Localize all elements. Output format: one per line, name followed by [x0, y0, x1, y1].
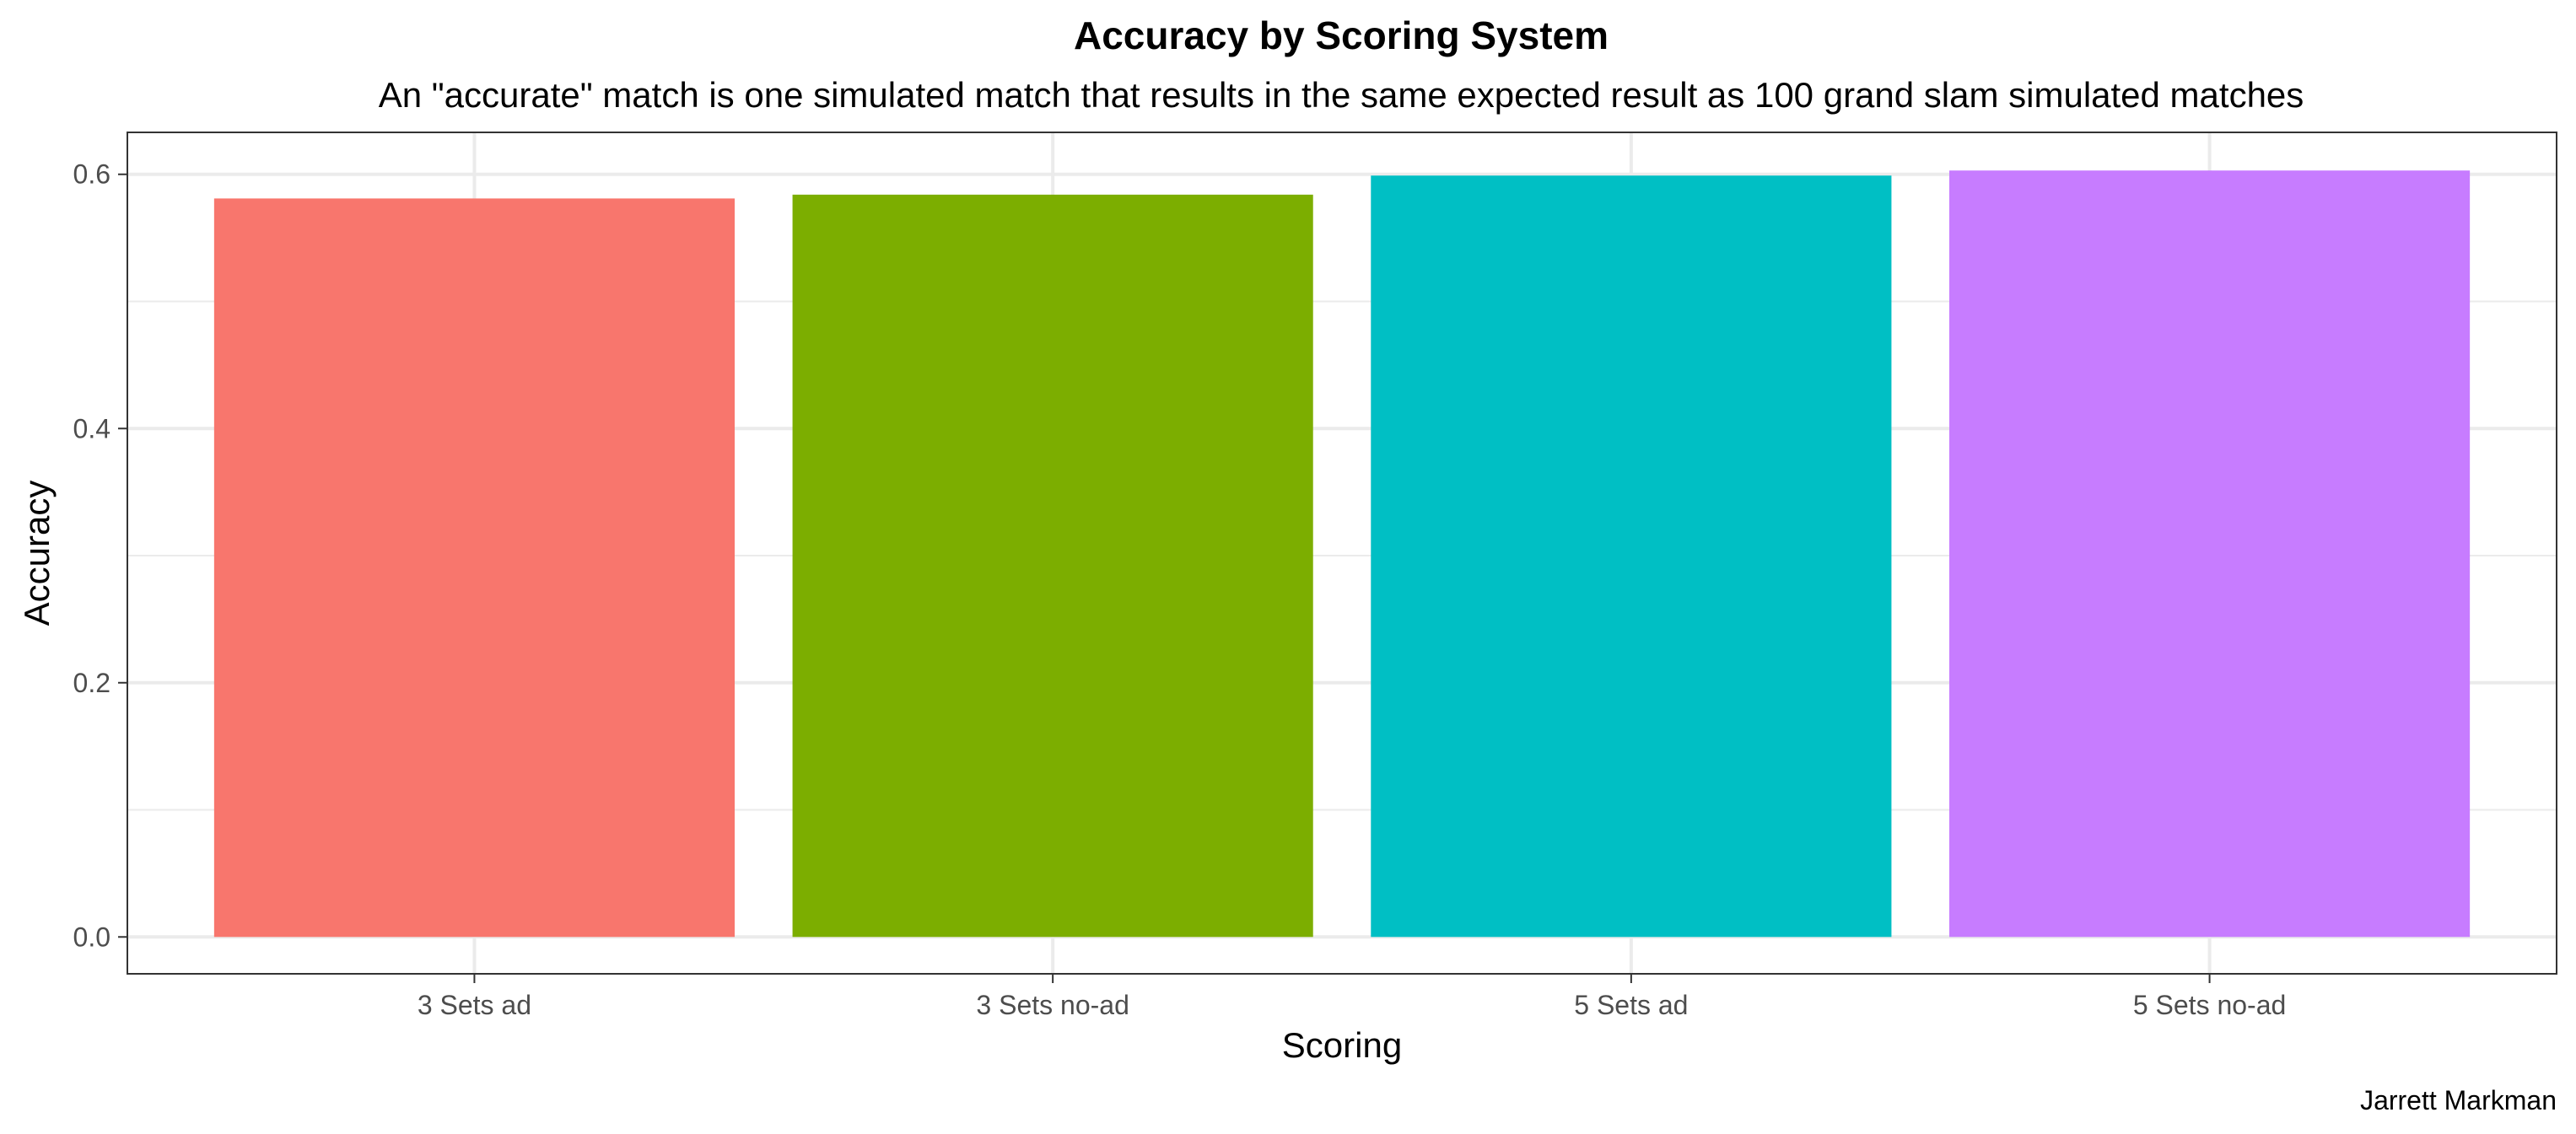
bars [213, 170, 2471, 938]
panel-border [127, 132, 2557, 975]
x-axis: 3 Sets ad 3 Sets no-ad 5 Sets ad 5 Sets no-… [418, 974, 2286, 1020]
chart-title: Accuracy by Scoring System [1074, 13, 1609, 57]
x-tick-label: 5 Sets no-ad [2133, 990, 2286, 1020]
x-tick-label: 3 Sets ad [418, 990, 531, 1020]
x-tick-label: 5 Sets ad [1574, 990, 1688, 1020]
x-tick-label: 3 Sets no-ad [976, 990, 1129, 1020]
chart-caption: Jarrett Markman [2360, 1085, 2557, 1115]
x-axis-title: Scoring [1282, 1025, 1402, 1065]
bar-1 [213, 198, 735, 938]
y-axis: 0.0 0.2 0.4 0.6 [73, 159, 127, 952]
bar-4 [1949, 170, 2471, 938]
y-tick-label: 0.6 [73, 159, 110, 190]
bar-3 [1371, 175, 1892, 938]
y-tick-label: 0.2 [73, 668, 110, 698]
bar-2 [792, 194, 1313, 938]
chart-subtitle: An "accurate" match is one simulated mat… [379, 75, 2304, 115]
y-tick-label: 0.0 [73, 922, 110, 952]
y-tick-label: 0.4 [73, 413, 110, 443]
y-axis-title: Accuracy [17, 481, 57, 626]
